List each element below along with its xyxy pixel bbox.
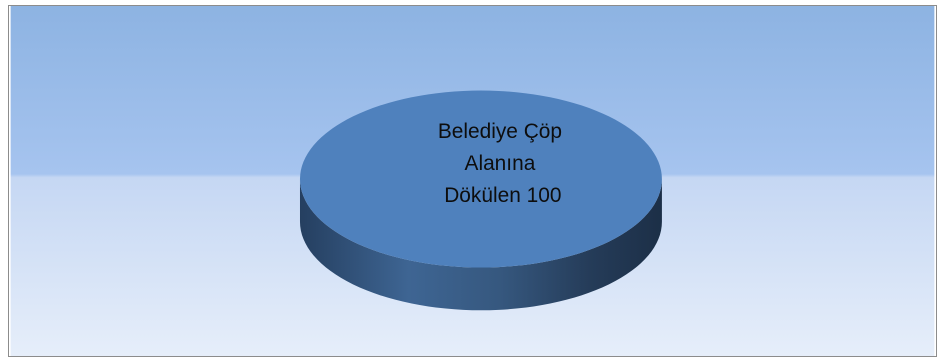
data-label-line: Dökülen 100 (444, 184, 561, 207)
chart-area: Belediye Çöp Alanına Dökülen 100 (8, 5, 937, 357)
pie-group (299, 90, 662, 311)
pie-slice-top (299, 90, 662, 268)
pie-chart: Belediye Çöp Alanına Dökülen 100 (10, 6, 935, 356)
data-label-line: Alanına (465, 152, 536, 175)
pie-slice-side (299, 179, 662, 311)
data-label: Belediye Çöp Alanına Dökülen 100 (438, 120, 568, 207)
data-label-line: Belediye Çöp (438, 120, 562, 143)
